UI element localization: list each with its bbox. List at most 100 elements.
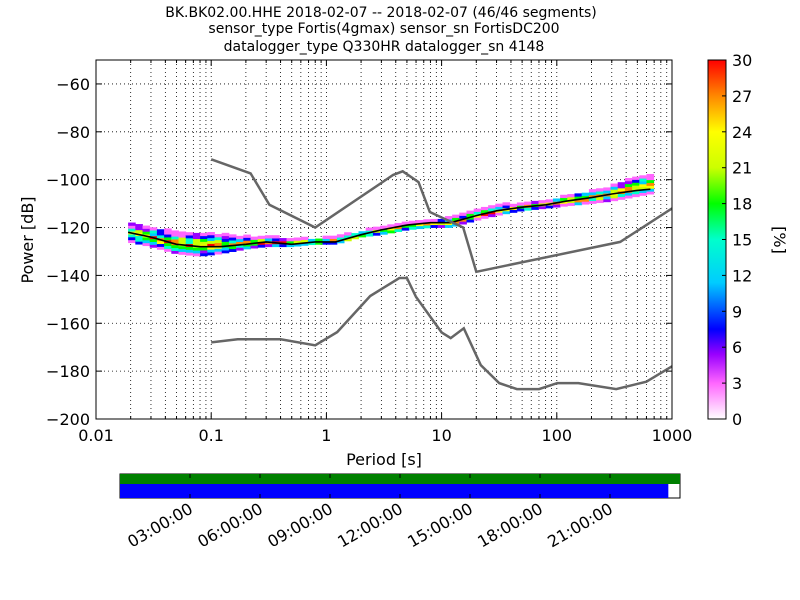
colorbar-tick-label: 0 [732,410,742,429]
psd-bin [567,199,575,204]
psd-bin [336,240,345,244]
psd-bin [632,176,640,180]
y-axis: −200 −180 −160 −140 −120 −100 −80 −60 [46,75,672,429]
psd-bin [243,234,251,238]
psd-bin [236,235,244,240]
psd-bin [171,250,179,254]
psd-bin [646,179,655,183]
psd-bin [524,207,532,211]
psd-bin [164,234,172,238]
x-tick-label: 1000 [652,426,693,445]
psd-bin [351,235,359,240]
grid-lines [96,60,672,419]
psd-bin [185,246,194,250]
psd-bin [632,182,640,186]
psd-bin [574,201,583,206]
psd-bin [480,206,489,211]
y-tick-label: −160 [46,314,90,333]
psd-bin [617,182,626,186]
psd-bin [214,234,223,238]
psd-bin [480,209,489,214]
psd-bin [164,237,172,241]
colorbar-tick-label: 18 [732,195,752,214]
psd-bin [142,239,151,244]
psd-bin [574,196,583,200]
psd-bin [596,188,604,192]
psd-bin [624,180,633,185]
psd-bin [610,189,619,193]
psd-bin [552,204,561,208]
psd-bin [250,236,259,240]
psd-bin [560,197,568,201]
timeline-tick-label: 03:00:00 [124,499,196,551]
colorbar-tick-label: 6 [732,338,742,357]
psd-bin [495,203,503,207]
psd-bin [516,202,525,206]
psd-bin [207,249,215,253]
psd-bin [488,205,496,209]
psd-bin [639,183,647,188]
psd-bin [185,249,194,253]
psd-bin [300,242,309,246]
psd-bin [128,225,136,229]
psd-bin [171,236,179,240]
psd-bin [243,240,251,244]
psd-bin [632,188,640,192]
psd-bin [488,208,496,212]
psd-bin [300,239,309,243]
psd-bin [351,233,359,237]
plot-area: 0.01 0.1 1 10 100 1000 −200 −180 −160 −140 −120 −1… [46,59,693,445]
psd-bin [128,228,136,232]
psd-bin [128,222,136,226]
psd-bin [401,227,410,231]
coverage-timeline: 03:00:0006:00:0009:00:0012:00:0015:00:00… [119,473,681,551]
psd-bin [156,235,165,239]
y-tick-label: −60 [56,75,90,94]
nhnm-line [210,158,672,274]
x-tick-label: 100 [542,426,573,445]
psd-bin [142,225,151,229]
noise-models [127,158,672,391]
psd-bin [617,193,626,197]
psd-bin [502,205,511,209]
psd-bin [156,229,165,233]
psd-bin [171,247,179,251]
psd-bin [459,215,467,219]
psd-bin [228,237,237,241]
psd-bin [581,201,590,205]
psd-bin [257,244,266,248]
psd-bin [200,250,208,254]
psd-bin [142,237,151,241]
psd-bin [560,194,568,199]
psd-bin [171,230,179,234]
colorbar-label: [%] [770,226,789,254]
psd-bin [264,238,273,242]
psd-bin [416,225,424,230]
psd-bin [358,234,367,238]
x-tick-label: 0.01 [78,426,114,445]
psd-bin [531,200,539,205]
psd-bin [336,237,345,241]
psd-bin [221,241,230,245]
psd-bin [394,228,403,232]
psd-bin [236,238,244,243]
psd-bin [372,232,381,236]
psd-bin [192,241,201,245]
psd-bin [308,238,316,243]
psd-bin [437,224,446,228]
psd-bin [632,185,640,189]
psd-bin [624,177,633,182]
psd-bin [135,226,143,231]
psd-bin [164,242,172,247]
psd-bin [624,186,633,190]
psd-bin [430,218,439,223]
psd-bin [387,224,395,228]
psd-bin [149,227,158,231]
psd-bin [545,199,554,203]
psd-bin [250,245,259,249]
psd-bin [279,238,287,242]
psd-bin [538,205,547,210]
psd-bin [588,200,597,204]
psd-bin [207,240,215,244]
psd-bin [380,231,388,235]
